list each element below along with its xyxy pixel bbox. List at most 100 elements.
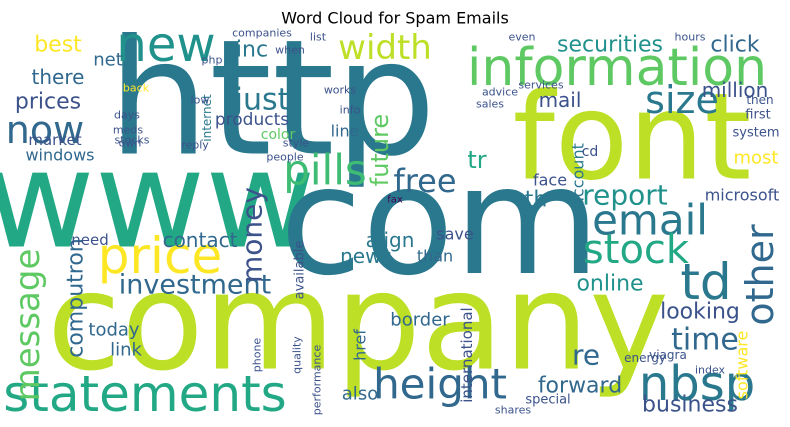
word: align	[366, 228, 415, 252]
word: contact	[163, 228, 238, 252]
word: td	[680, 253, 731, 311]
word: style	[283, 137, 310, 150]
word: sales	[476, 98, 504, 111]
word: message	[8, 249, 48, 402]
word: meds	[113, 124, 143, 137]
word: height	[373, 360, 507, 409]
word: securities	[557, 33, 663, 58]
word: news	[340, 244, 392, 268]
word: http	[108, 5, 436, 192]
word: time	[671, 323, 739, 358]
word: there	[32, 65, 85, 89]
word: most	[734, 148, 779, 169]
word: index	[695, 364, 726, 377]
word: international	[458, 307, 476, 402]
word: click	[710, 33, 759, 58]
word: then	[746, 93, 773, 107]
word: million	[702, 78, 769, 102]
word: looking	[660, 300, 740, 325]
word: performance	[311, 345, 324, 416]
word: prices	[15, 90, 81, 115]
word: size	[645, 78, 719, 122]
word: people	[266, 151, 304, 164]
plot-area	[8, 32, 782, 422]
word: href	[351, 329, 370, 361]
word: www	[0, 122, 316, 279]
word: border	[390, 310, 450, 331]
word: best	[34, 33, 82, 58]
word: nbsp	[639, 356, 755, 412]
word: than	[417, 247, 453, 266]
word: other	[738, 224, 782, 326]
word: statements	[3, 365, 286, 423]
word: companies	[232, 27, 292, 40]
word: works	[324, 84, 357, 97]
word: now	[6, 108, 84, 152]
word: internet	[200, 94, 214, 142]
word: back	[123, 82, 150, 95]
word: color	[261, 127, 296, 143]
word: viagra	[649, 348, 687, 362]
word: days	[114, 109, 140, 122]
word: line	[331, 122, 360, 141]
word: also	[342, 384, 378, 405]
word: cd	[582, 144, 599, 160]
word: investment	[119, 270, 271, 301]
word: when	[275, 44, 305, 57]
word: today	[88, 320, 140, 341]
word: online	[576, 272, 643, 297]
word: link	[110, 340, 142, 361]
word: future	[366, 114, 394, 186]
word: low	[191, 94, 210, 107]
word: own	[119, 137, 142, 150]
word: account	[569, 143, 588, 207]
word: forward	[538, 374, 622, 399]
word: just	[234, 83, 290, 118]
word: information	[467, 38, 767, 98]
word: business	[642, 393, 738, 418]
word: free	[393, 162, 456, 200]
word: money	[236, 187, 269, 283]
word: microsoft	[705, 186, 780, 205]
word: fax	[387, 195, 403, 206]
word: market	[28, 131, 81, 149]
chart-title: Word Cloud for Spam Emails	[281, 9, 509, 28]
word: inc	[236, 38, 268, 63]
word: need	[71, 231, 109, 249]
word: new	[116, 17, 215, 73]
word: first	[745, 108, 770, 123]
word: list	[310, 31, 327, 44]
word: re	[572, 339, 600, 372]
word: email	[592, 196, 708, 245]
word: shares	[495, 404, 531, 417]
word: pills	[283, 146, 367, 195]
word: reply	[181, 139, 209, 152]
word: face	[533, 171, 567, 190]
word: stock	[583, 227, 690, 273]
word: info	[340, 104, 361, 117]
word: report	[582, 179, 668, 212]
word: stocks	[115, 134, 150, 147]
word: company	[47, 244, 669, 401]
word: net	[93, 50, 123, 71]
word: save	[436, 225, 473, 244]
word: tr	[467, 146, 486, 174]
word: font	[513, 69, 752, 208]
word: computron	[64, 238, 89, 358]
word: php	[202, 54, 223, 67]
word: special	[525, 393, 570, 408]
word: mail	[539, 88, 582, 112]
word: software	[733, 331, 752, 400]
word: price	[98, 227, 222, 285]
word: even	[508, 31, 535, 44]
word: width	[338, 28, 432, 68]
word: windows	[25, 146, 94, 165]
word: com	[280, 135, 600, 309]
word: products	[215, 110, 289, 130]
word: system	[733, 126, 780, 141]
word: services	[518, 79, 563, 92]
word: phone	[251, 338, 264, 373]
